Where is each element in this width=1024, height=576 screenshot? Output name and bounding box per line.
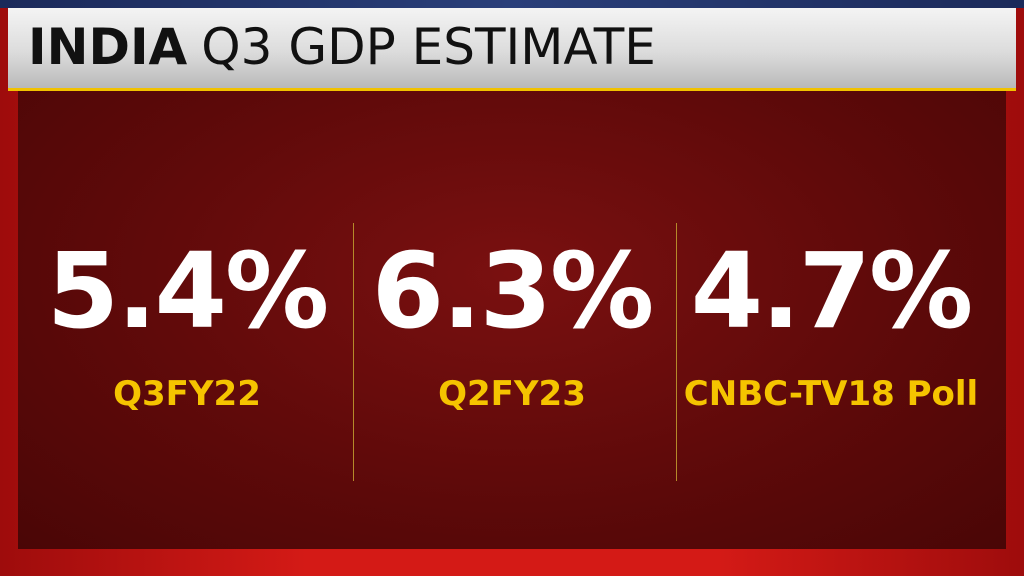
divider [353,223,354,481]
stat-label: Q2FY23 [438,374,586,414]
stat-value: 6.3% [371,230,654,352]
stat: 5.4% Q3FY22 [26,221,348,419]
top-strip [0,0,1024,8]
panel: 5.4% Q3FY22 6.3% Q2FY23 4.7% CNBC-TV18 P… [18,91,1006,549]
stat: 4.7% CNBC-TV18 Poll [670,221,992,419]
stat-label: CNBC-TV18 Poll [683,374,979,414]
header-title: INDIA Q3 GDP ESTIMATE [28,18,656,76]
stat: 6.3% Q2FY23 [351,221,673,419]
stat-value: 5.4% [46,230,329,352]
accent-line [8,88,1016,91]
title-bold: INDIA [28,18,188,76]
divider [676,223,677,481]
stat-label: Q3FY22 [113,374,261,414]
header-bar: INDIA Q3 GDP ESTIMATE [8,8,1016,88]
stat-value: 4.7% [690,230,973,352]
title-text: Q3 GDP ESTIMATE [201,18,656,76]
